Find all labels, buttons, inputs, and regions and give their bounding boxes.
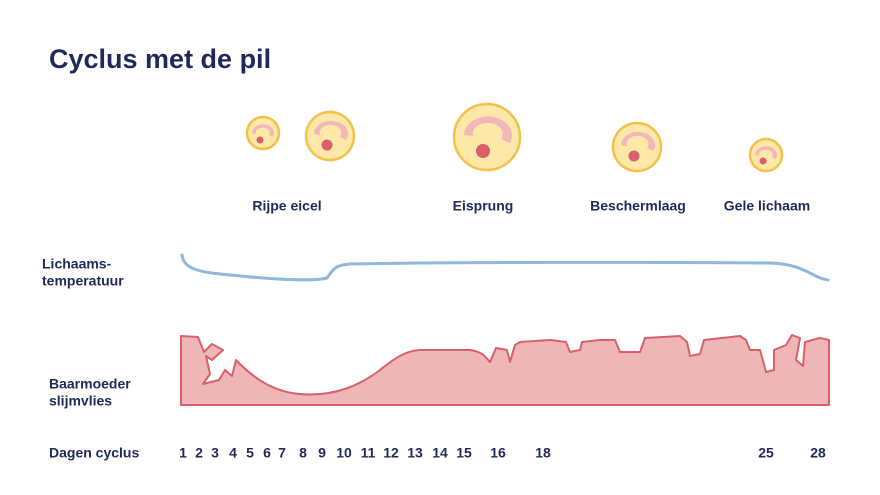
temperature-line (180, 253, 830, 282)
stage-label: Rijpe eicel (252, 198, 321, 214)
day-number: 12 (383, 445, 399, 461)
day-number: 5 (246, 445, 254, 461)
stage-label: Beschermlaag (590, 198, 686, 214)
uterine-lining (180, 334, 830, 406)
day-number: 15 (456, 445, 472, 461)
day-number: 4 (229, 445, 237, 461)
day-number: 14 (432, 445, 448, 461)
day-number: 13 (407, 445, 423, 461)
day-number: 25 (758, 445, 774, 461)
day-number: 7 (278, 445, 286, 461)
row-label: Lichaams- (42, 256, 112, 272)
title: Cyclus met de pil (49, 44, 271, 74)
day-number: 3 (211, 445, 219, 461)
follicles (245, 102, 784, 173)
day-number: 28 (810, 445, 826, 461)
row-label: slijmvlies (49, 393, 112, 409)
stage-label: Eisprung (453, 198, 514, 214)
day-number: 10 (336, 445, 352, 461)
row-label: temperatuur (42, 273, 124, 289)
day-number: 16 (490, 445, 506, 461)
day-number: 9 (318, 445, 326, 461)
day-numbers: 1 2 3 4 5 6 7 8 9 10 11 12 13 14 15 16 18 25 28 (179, 445, 826, 461)
row-label: Dagen cyclus (49, 445, 139, 461)
row-label: Baarmoeder (49, 376, 131, 392)
day-number: 1 (179, 445, 187, 461)
day-number: 18 (535, 445, 551, 461)
day-number: 6 (263, 445, 271, 461)
stage-label: Gele lichaam (724, 198, 810, 214)
day-number: 2 (195, 445, 203, 461)
day-number: 8 (299, 445, 307, 461)
day-number: 11 (361, 445, 376, 461)
